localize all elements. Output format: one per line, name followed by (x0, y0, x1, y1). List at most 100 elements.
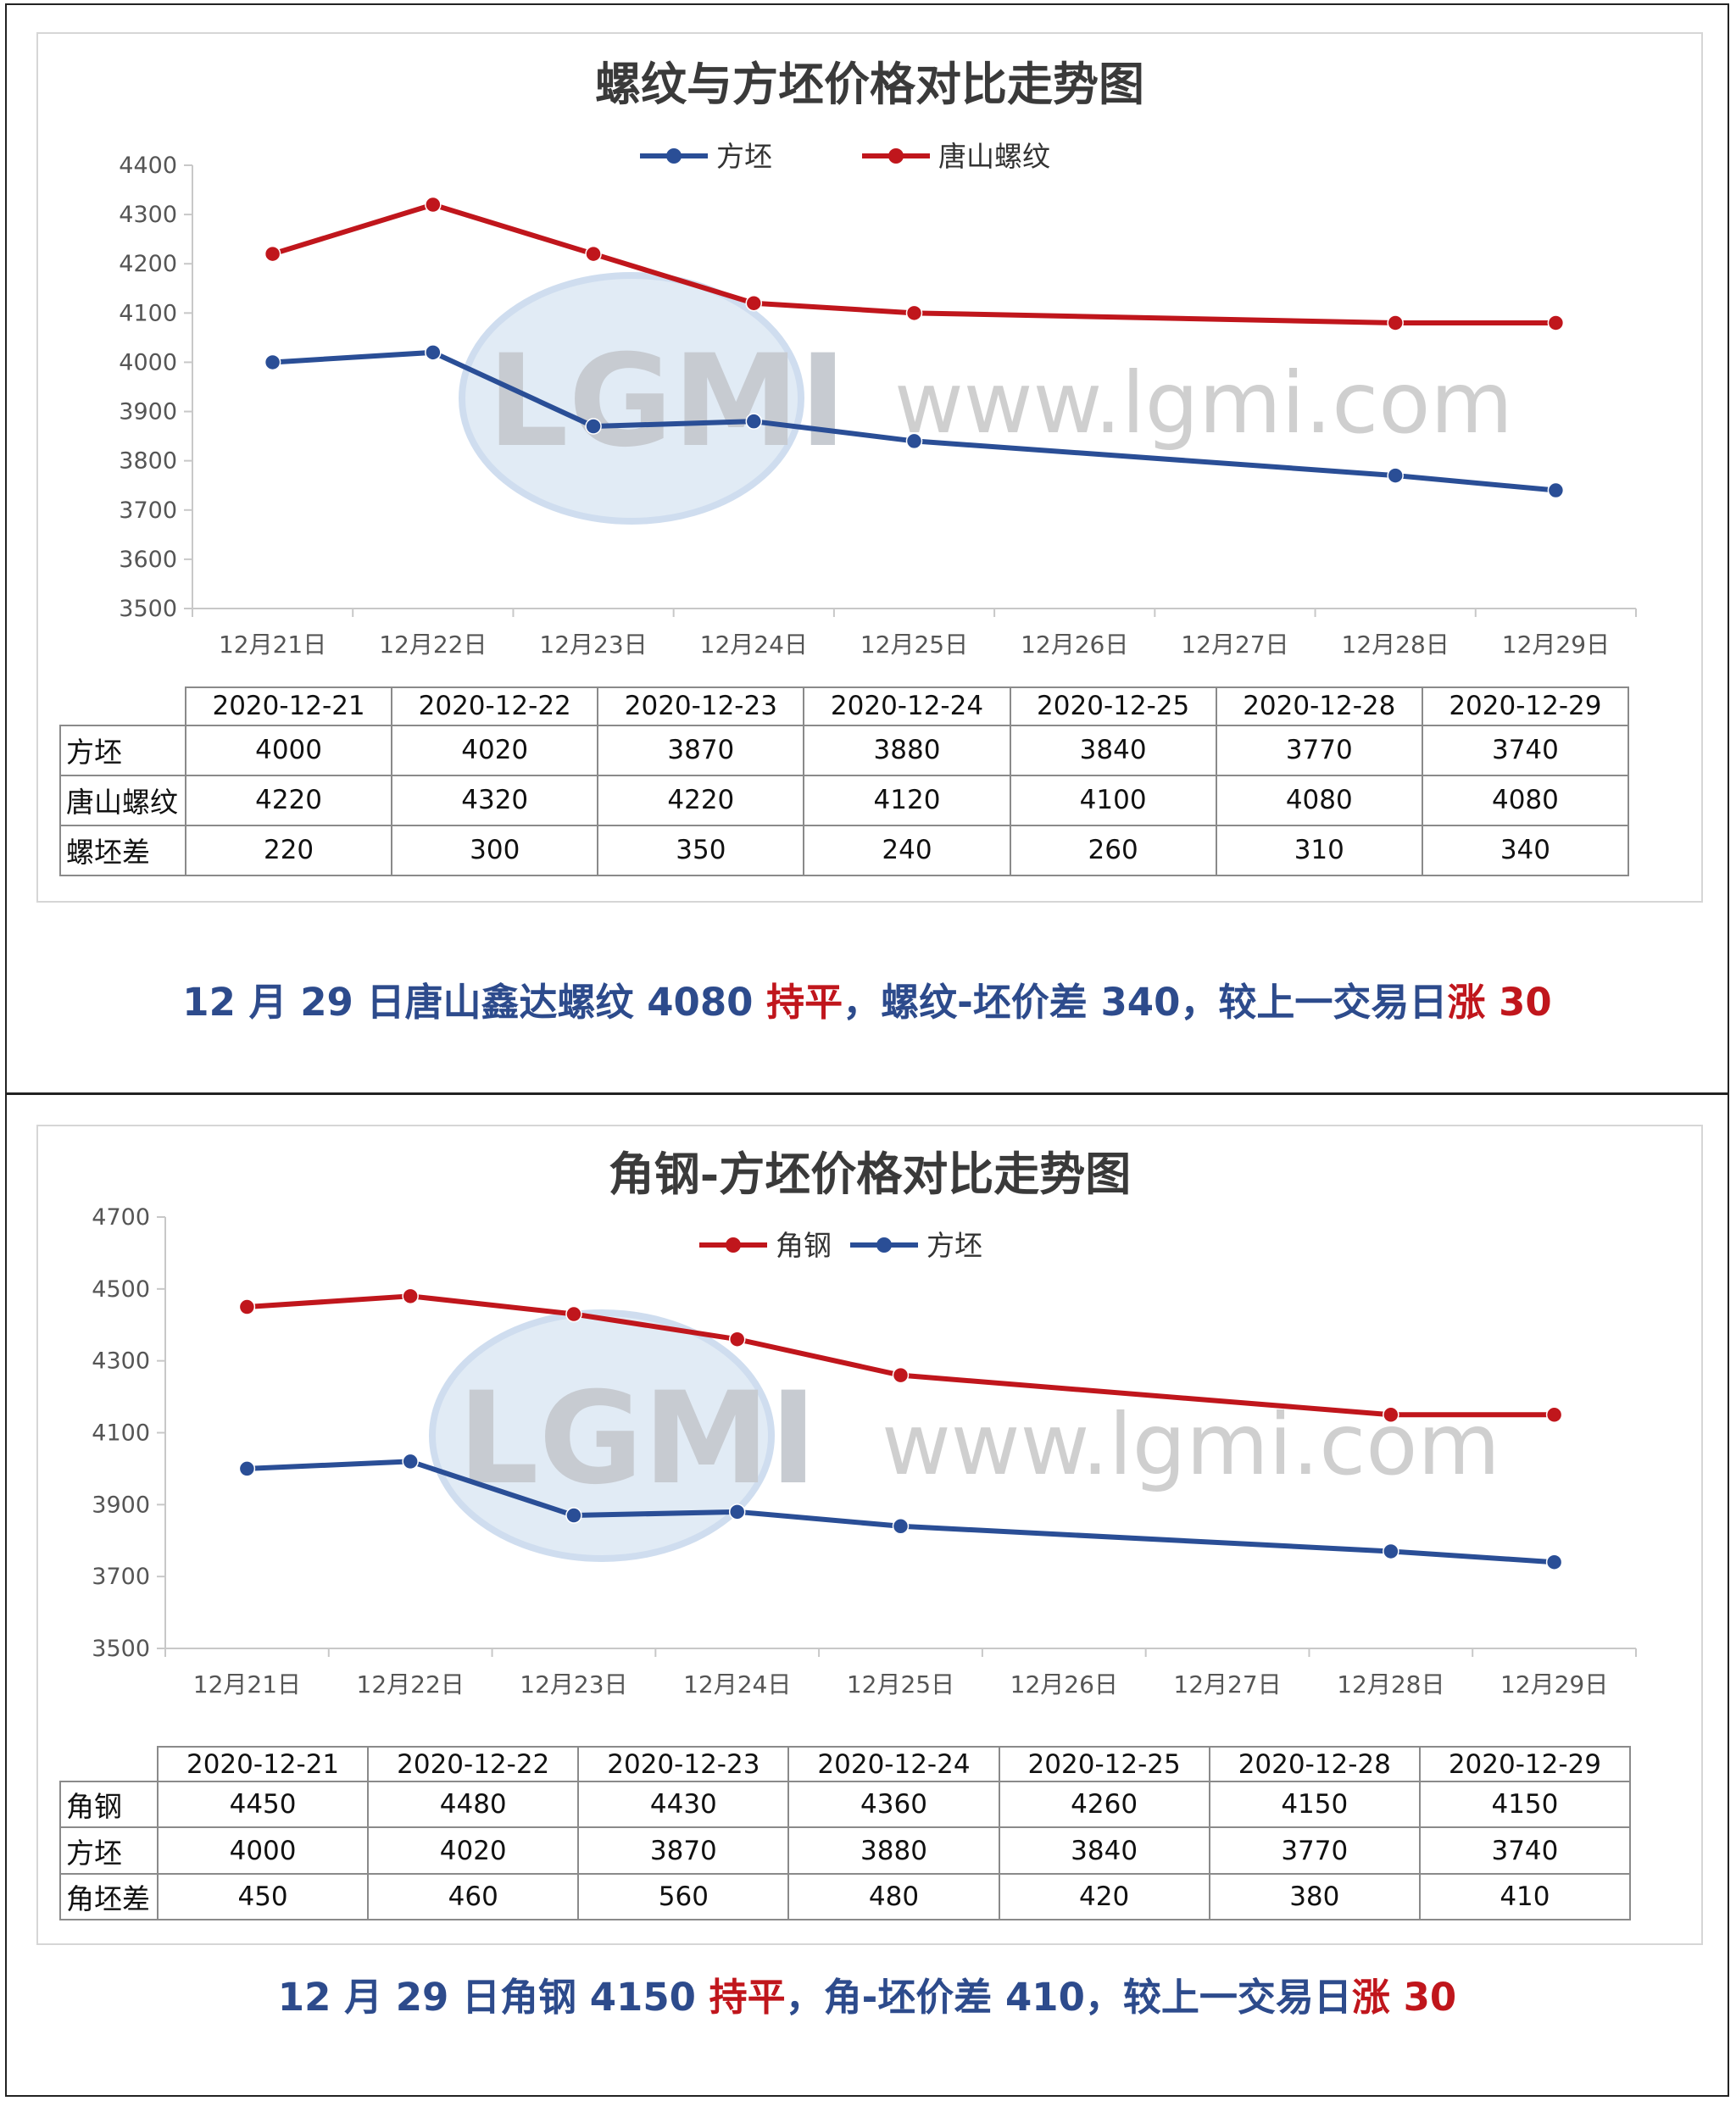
rebar-caption: 12 月 29 日唐山鑫达螺纹 4080 持平，螺纹-坯价差 340，较上一交易… (7, 971, 1728, 1026)
y-tick-label: 4200 (119, 251, 177, 277)
table-row-label: 唐山螺纹 (59, 774, 186, 826)
table-cell: 3740 (1421, 724, 1630, 776)
watermark-logo: LGMI (429, 1309, 817, 1562)
legend-label: 方坯 (926, 1229, 982, 1262)
data-point (745, 413, 763, 430)
caption-change: 涨 30 (1351, 1975, 1457, 2020)
caption-text: ，角-坯价差 410，较上一交易日 (785, 1975, 1352, 2020)
table-cell: 350 (597, 824, 805, 877)
table-cell: 4430 (577, 1781, 790, 1829)
table-cell: 4020 (391, 724, 599, 776)
chart-title: 螺纹与方坯价格对比走势图 (595, 57, 1144, 111)
data-point (745, 294, 763, 312)
data-point (402, 1453, 419, 1470)
data-point (565, 1305, 582, 1323)
table-cell: 4150 (1208, 1781, 1421, 1829)
angle-billet-data-table: 2020-12-21 2020-12-22 2020-12-23 2020-12-24… (59, 1745, 1632, 1921)
table-cell: 310 (1215, 824, 1423, 877)
table-header-date: 2020-12-28 (1215, 686, 1423, 726)
caption-text: 12 月 29 日唐山鑫达螺纹 4080 (182, 980, 767, 1025)
table-row: 螺坯差 220 300 350 240 260 310 340 (59, 824, 1630, 877)
table-cell: 4320 (391, 774, 599, 826)
table-cell: 4450 (156, 1781, 370, 1829)
data-point (585, 245, 602, 263)
y-tick-label: 3900 (92, 1492, 150, 1518)
x-tick-label: 12月22日 (357, 1670, 465, 1698)
legend-label: 唐山螺纹 (938, 140, 1050, 173)
table-cell: 4000 (184, 724, 393, 776)
x-tick-label: 12月25日 (847, 1670, 954, 1698)
x-tick-label: 12月26日 (1021, 631, 1128, 659)
table-cell: 4080 (1215, 774, 1423, 826)
y-tick-label: 3500 (119, 596, 177, 622)
caption-change: 涨 30 (1447, 980, 1552, 1025)
x-tick-label: 12月21日 (219, 631, 326, 659)
watermark-logo-text: LGMI (487, 328, 847, 475)
data-point (425, 196, 442, 214)
y-tick-label: 4700 (92, 1204, 150, 1231)
chart-title: 角钢-方坯价格对比走势图 (609, 1147, 1131, 1201)
table-header-date: 2020-12-24 (803, 686, 1011, 726)
legend-marker (888, 148, 904, 164)
table-cell: 4260 (998, 1781, 1210, 1829)
caption-flat: 持平 (709, 1975, 786, 2020)
y-tick-label: 4300 (119, 202, 177, 228)
data-point (238, 1298, 256, 1315)
table-cell: 4480 (367, 1781, 580, 1829)
table-corner (60, 1747, 159, 1783)
table-cell: 380 (1208, 1872, 1421, 1921)
watermark-logo-text: LGMI (458, 1365, 817, 1513)
table-cell: 300 (391, 824, 599, 877)
y-tick-label: 4500 (92, 1276, 150, 1303)
y-tick-label: 3500 (92, 1636, 150, 1662)
angle-billet-line-chart: LGMI www.lgmi.com 角钢-方坯价格对比走势图 4700 4500 4300… (92, 1147, 1637, 1698)
table-header-date: 2020-12-21 (156, 1745, 370, 1783)
table-cell: 3770 (1208, 1826, 1421, 1875)
x-tick-label: 12月23日 (520, 1670, 627, 1698)
legend-label: 角钢 (776, 1229, 832, 1262)
table-cell: 3840 (1009, 724, 1217, 776)
table-cell: 420 (998, 1872, 1210, 1921)
x-tick-label: 12月24日 (683, 1670, 791, 1698)
table-row-label: 方坯 (59, 1826, 159, 1875)
table-cell: 450 (156, 1872, 370, 1921)
x-tick-label: 12月29日 (1500, 1670, 1608, 1698)
watermark-logo: LGMI (459, 272, 847, 525)
rebar-billet-panel: LGMI www.lgmi.com 螺纹与方坯价格对比走势图 4400 4300 4200… (5, 3, 1729, 1094)
table-cell: 460 (367, 1872, 580, 1921)
table-header-date: 2020-12-23 (577, 1745, 790, 1783)
table-row-label: 角坯差 (59, 1872, 159, 1921)
table-row-label: 螺坯差 (59, 824, 186, 877)
data-point (1383, 1542, 1399, 1560)
angle-billet-panel: LGMI www.lgmi.com 角钢-方坯价格对比走势图 4700 4500 4300… (5, 1093, 1729, 2097)
x-tick-label: 12月27日 (1181, 631, 1288, 659)
data-point (1545, 1554, 1563, 1570)
y-tick-label: 3600 (119, 547, 177, 573)
x-tick-label: 12月22日 (379, 631, 487, 659)
table-header-date: 2020-12-25 (998, 1745, 1210, 1783)
table-row: 唐山螺纹 4220 4320 4220 4120 4100 4080 4080 (59, 774, 1630, 826)
watermark-globe (459, 272, 804, 525)
data-point (892, 1366, 910, 1384)
table-cell: 4220 (184, 774, 393, 826)
y-tick-label: 4100 (92, 1420, 150, 1447)
table-header-date: 2020-12-29 (1418, 1745, 1632, 1783)
table-cell: 4020 (367, 1826, 580, 1875)
table-cell: 4120 (803, 774, 1011, 826)
table-cell: 480 (787, 1872, 1000, 1921)
table-cell: 240 (803, 824, 1011, 877)
x-tick-label: 12月27日 (1173, 1670, 1281, 1698)
table-cell: 3880 (803, 724, 1011, 776)
table-row-label: 方坯 (59, 724, 186, 776)
caption-text: 12 月 29 日角钢 4150 (277, 1975, 709, 2020)
data-point (905, 432, 923, 450)
table-cell: 4220 (597, 774, 805, 826)
data-point (402, 1287, 419, 1305)
x-tick-label: 12月24日 (700, 631, 808, 659)
y-tick-label: 3700 (92, 1564, 150, 1590)
table-row-label: 角钢 (59, 1781, 159, 1829)
rebar-billet-data-table: 2020-12-21 2020-12-22 2020-12-23 2020-12-24… (59, 686, 1630, 877)
caption-text: ，螺纹-坯价差 340，较上一交易日 (843, 980, 1448, 1025)
x-tick-label: 12月21日 (193, 1670, 301, 1698)
y-tick-label: 3700 (119, 497, 177, 524)
